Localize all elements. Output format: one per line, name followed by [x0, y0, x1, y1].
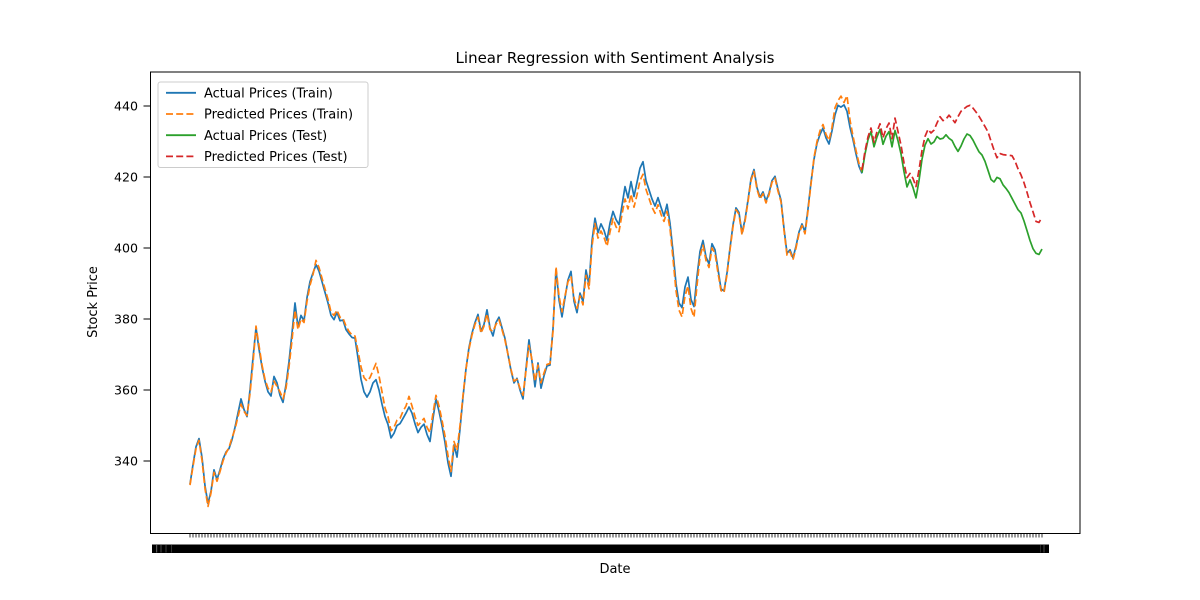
y-tick-label: 380	[114, 312, 138, 327]
plot-frame	[150, 71, 1081, 534]
band-glyph-artifact	[156, 545, 158, 553]
legend-label: Actual Prices (Test)	[204, 129, 327, 144]
y-tick-label: 400	[114, 241, 138, 256]
y-axis-ticks: 340 360 380 400 420 440	[114, 99, 151, 469]
y-axis-label: Stock Price	[86, 266, 101, 338]
y-tick-label: 360	[114, 383, 138, 398]
chart-title: Linear Regression with Sentiment Analysi…	[456, 49, 775, 67]
plot-series	[189, 94, 1043, 508]
series-line-predicted-prices-test	[861, 104, 1043, 224]
y-tick-label: 440	[114, 99, 138, 114]
band-glyph-artifact	[160, 545, 162, 553]
y-tick-label: 340	[114, 454, 138, 469]
overlapped-date-labels	[152, 544, 1049, 553]
series-line-actual-prices-test	[861, 128, 1043, 256]
legend-frame	[157, 81, 369, 168]
band-glyph-artifact	[165, 545, 167, 553]
x-tick-label-band	[152, 544, 1049, 553]
legend-label: Predicted Prices (Train)	[204, 108, 353, 123]
x-axis-ticks	[189, 533, 1043, 538]
band-glyph-artifact	[1040, 545, 1041, 553]
x-axis-label: Date	[599, 562, 630, 577]
legend-label: Actual Prices (Train)	[204, 86, 333, 101]
band-glyph-artifact	[1043, 545, 1045, 553]
series-line-predicted-prices-train	[189, 94, 863, 508]
y-tick-label: 420	[114, 170, 138, 185]
legend: Actual Prices (Train) Predicted Prices (T…	[157, 81, 369, 168]
legend-label: Predicted Prices (Test)	[204, 150, 348, 165]
band-glyph-artifact	[171, 545, 172, 553]
